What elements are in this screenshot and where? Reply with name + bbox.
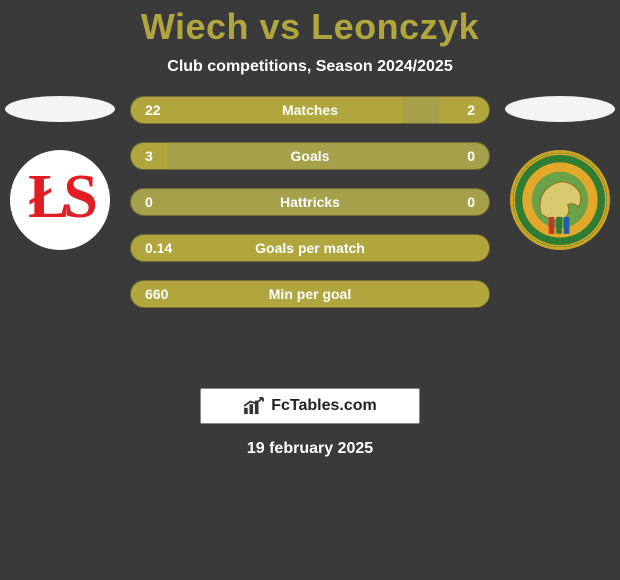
- right-player-ellipse: [505, 96, 615, 122]
- right-club-logo: [510, 150, 610, 250]
- stat-bar: 660 Min per goal: [130, 280, 490, 308]
- left-player-ellipse: [5, 96, 115, 122]
- stat-value-right: 2: [467, 102, 475, 118]
- stat-bar-fill-left: [131, 97, 403, 123]
- right-column: [500, 96, 620, 250]
- stat-bar: 3 0 Goals: [130, 142, 490, 170]
- stat-bar: 222Matches: [130, 96, 490, 124]
- left-column: ŁS: [0, 96, 120, 250]
- page-title: Wiech vs Leonczyk: [0, 0, 620, 48]
- stat-label: Goals per match: [255, 240, 365, 256]
- branding-text: FcTables.com: [271, 397, 377, 415]
- date-text: 19 february 2025: [0, 440, 620, 458]
- stat-bar: 0.14 Goals per match: [130, 234, 490, 262]
- branding-badge: FcTables.com: [200, 388, 420, 424]
- bar-chart-icon: [243, 397, 265, 415]
- lion-crest-icon: [513, 153, 607, 247]
- stat-label: Hattricks: [280, 194, 340, 210]
- stat-value-left: 0.14: [145, 240, 172, 256]
- stat-value-left: 3: [145, 148, 153, 164]
- subtitle: Club competitions, Season 2024/2025: [0, 58, 620, 76]
- left-club-logo: ŁS: [10, 150, 110, 250]
- stat-label: Goals: [291, 148, 330, 164]
- stat-value-right: 0: [467, 194, 475, 210]
- stat-label: Min per goal: [269, 286, 351, 302]
- stat-value-left: 660: [145, 286, 168, 302]
- stat-bar-fill-right: [439, 97, 489, 123]
- comparison-panel: ŁS 222Matches30Goals00Hattricks0.14Goals…: [0, 96, 620, 376]
- stat-value-right: 0: [467, 148, 475, 164]
- stat-label: Matches: [282, 102, 338, 118]
- stat-bars: 222Matches30Goals00Hattricks0.14Goals pe…: [130, 96, 490, 308]
- stat-value-left: 22: [145, 102, 161, 118]
- stat-value-left: 0: [145, 194, 153, 210]
- stat-bar: 0 0 Hattricks: [130, 188, 490, 216]
- left-club-logo-text: ŁS: [28, 166, 92, 228]
